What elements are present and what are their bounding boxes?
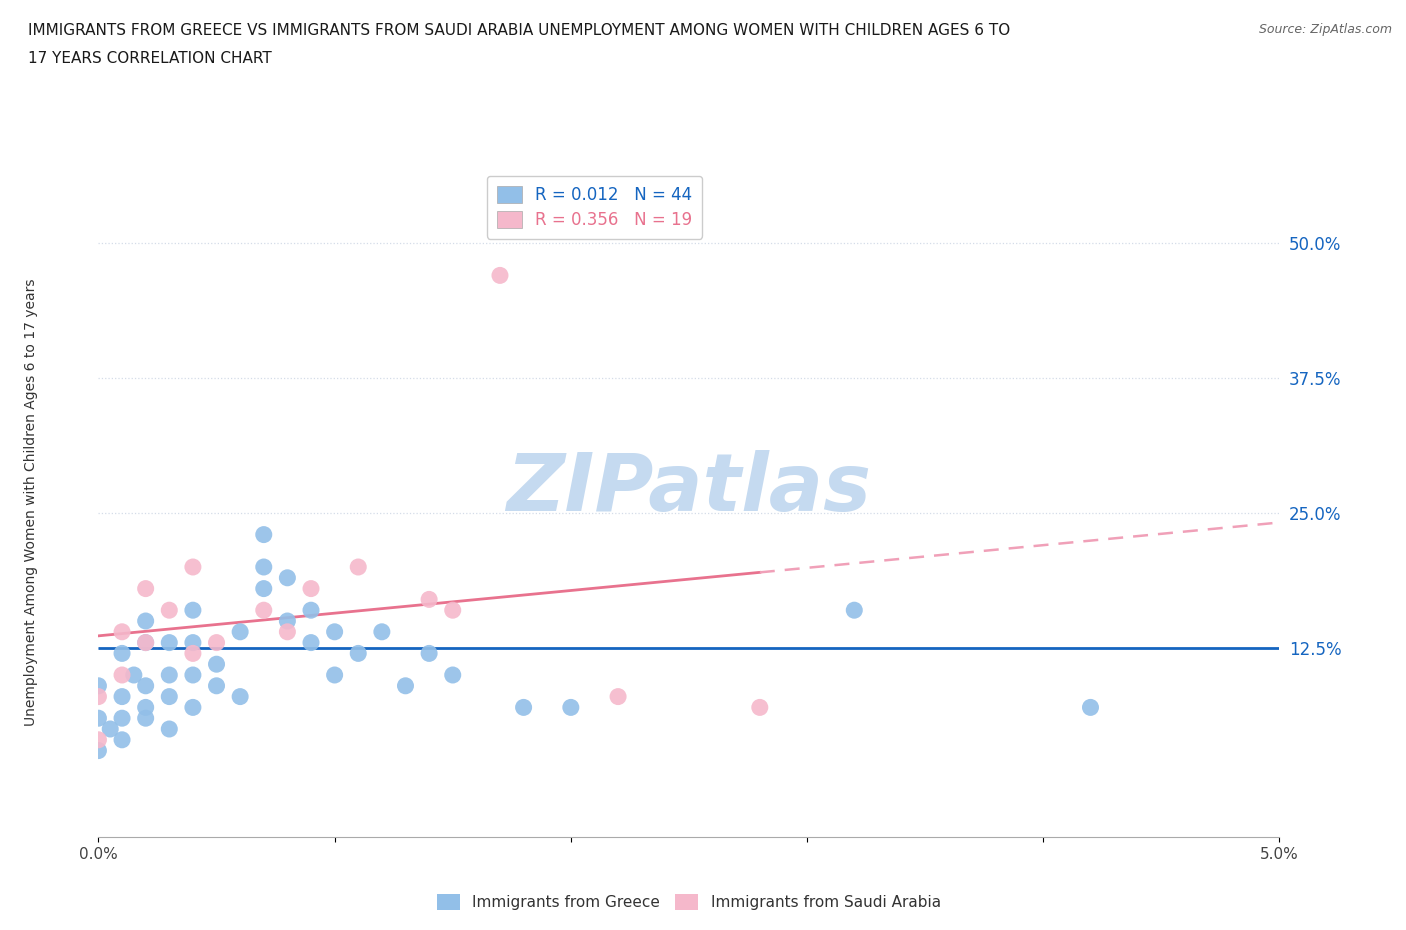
Point xyxy=(371,624,394,639)
Point xyxy=(135,678,157,693)
Point xyxy=(98,722,121,737)
Point xyxy=(394,678,416,693)
Point xyxy=(87,732,110,747)
Point xyxy=(111,624,134,639)
Point xyxy=(748,700,770,715)
Point xyxy=(347,560,370,575)
Point xyxy=(111,668,134,683)
Text: Source: ZipAtlas.com: Source: ZipAtlas.com xyxy=(1258,23,1392,36)
Point xyxy=(418,592,440,607)
Point xyxy=(205,678,228,693)
Point xyxy=(347,646,370,661)
Point xyxy=(205,657,228,671)
Point xyxy=(560,700,582,715)
Point xyxy=(229,689,252,704)
Point xyxy=(135,700,157,715)
Point xyxy=(157,635,180,650)
Point xyxy=(181,635,204,650)
Text: IMMIGRANTS FROM GREECE VS IMMIGRANTS FROM SAUDI ARABIA UNEMPLOYMENT AMONG WOMEN : IMMIGRANTS FROM GREECE VS IMMIGRANTS FRO… xyxy=(28,23,1011,38)
Point xyxy=(181,560,204,575)
Point xyxy=(205,635,228,650)
Point xyxy=(253,560,276,575)
Point xyxy=(323,668,346,683)
Text: Unemployment Among Women with Children Ages 6 to 17 years: Unemployment Among Women with Children A… xyxy=(24,278,38,726)
Text: ZIPatlas: ZIPatlas xyxy=(506,450,872,528)
Point xyxy=(299,581,322,596)
Point xyxy=(512,700,534,715)
Point xyxy=(489,268,512,283)
Point xyxy=(157,603,180,618)
Point xyxy=(276,624,298,639)
Point xyxy=(157,689,180,704)
Point xyxy=(276,570,298,585)
Point xyxy=(181,603,204,618)
Point xyxy=(253,581,276,596)
Point xyxy=(111,711,134,725)
Point xyxy=(111,689,134,704)
Point xyxy=(181,646,204,661)
Point xyxy=(323,624,346,639)
Point xyxy=(229,624,252,639)
Point xyxy=(607,689,630,704)
Point xyxy=(418,646,440,661)
Point xyxy=(135,711,157,725)
Point xyxy=(181,668,204,683)
Point xyxy=(253,527,276,542)
Point xyxy=(87,689,110,704)
Point xyxy=(299,603,322,618)
Point xyxy=(441,668,464,683)
Point xyxy=(135,635,157,650)
Point xyxy=(299,635,322,650)
Point xyxy=(135,614,157,629)
Point xyxy=(253,603,276,618)
Point xyxy=(122,668,145,683)
Point xyxy=(157,722,180,737)
Point xyxy=(87,678,110,693)
Text: 17 YEARS CORRELATION CHART: 17 YEARS CORRELATION CHART xyxy=(28,51,271,66)
Point xyxy=(844,603,866,618)
Point xyxy=(87,743,110,758)
Point xyxy=(181,700,204,715)
Point xyxy=(1080,700,1102,715)
Point xyxy=(441,603,464,618)
Point xyxy=(276,614,298,629)
Legend: Immigrants from Greece, Immigrants from Saudi Arabia: Immigrants from Greece, Immigrants from … xyxy=(432,888,946,916)
Point xyxy=(87,711,110,725)
Point xyxy=(111,646,134,661)
Point xyxy=(157,668,180,683)
Point xyxy=(135,581,157,596)
Point xyxy=(111,732,134,747)
Point xyxy=(135,635,157,650)
